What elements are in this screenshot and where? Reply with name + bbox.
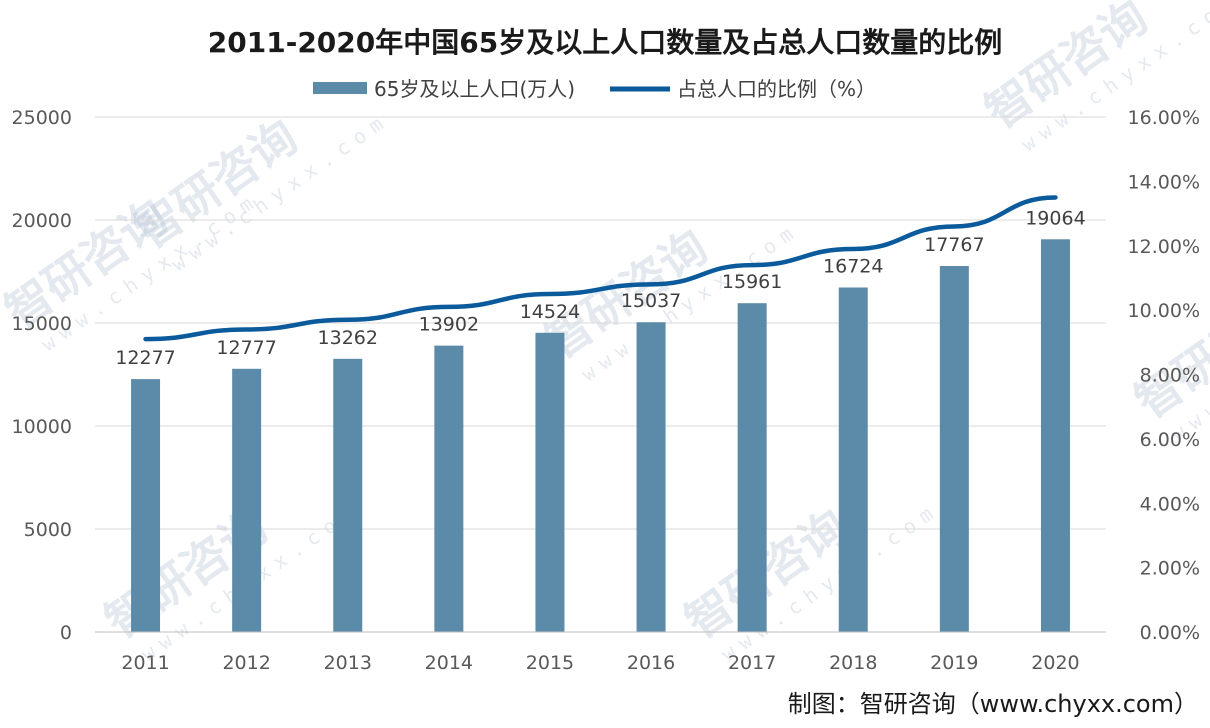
bar (333, 358, 363, 632)
legend-bar-label: 65岁及以上人口(万人) (374, 77, 575, 101)
y-left-tick-label: 10000 (12, 416, 72, 438)
y-right-tick-label: 16.00% (1128, 107, 1200, 129)
legend-bar-swatch (313, 82, 367, 94)
x-tick-label: 2017 (728, 652, 776, 674)
y-right-tick-label: 4.00% (1140, 493, 1200, 515)
y-right-tick-label: 6.00% (1140, 429, 1200, 451)
y-left-tick-label: 20000 (12, 210, 72, 232)
y-right-tick-label: 10.00% (1128, 300, 1200, 322)
bar (737, 303, 767, 632)
data-labels: 12277 12777 13262 13902 14524 15037 15961 16724… (115, 207, 1085, 369)
y-right-tick-label: 12.00% (1128, 236, 1200, 258)
x-tick-label: 2014 (425, 652, 473, 674)
bar (535, 332, 565, 632)
y-left-tick-label: 5000 (24, 519, 72, 541)
source-note: 制图：智研咨询（www.chyxx.com） (788, 690, 1198, 718)
x-tick-label: 2012 (222, 652, 270, 674)
bar-value-label: 16724 (823, 255, 883, 277)
x-tick-label: 2015 (526, 652, 574, 674)
bar-value-label: 14524 (520, 301, 580, 323)
bar (232, 368, 262, 632)
bar (636, 322, 666, 632)
y-left-tick-label: 0 (60, 622, 72, 644)
x-tick-label: 2011 (121, 652, 169, 674)
bar (939, 265, 969, 632)
y-right-tick-label: 14.00% (1128, 171, 1200, 193)
y-axis-right: 0.00% 2.00% 4.00% 6.00% 8.00% 10.00% 12.00% 14.… (1128, 107, 1200, 644)
chart-title: 2011-2020年中国65岁及以上人口数量及占总人口数量的比例 (208, 26, 1002, 59)
y-right-tick-label: 2.00% (1140, 558, 1200, 580)
x-tick-label: 2016 (627, 652, 675, 674)
bar-value-label: 13262 (318, 327, 378, 349)
watermark-layer: 智研咨询www.chyxx.com智研咨询www.chyxx.com智研咨询ww… (0, 0, 1210, 666)
legend: 65岁及以上人口(万人) 占总人口的比例（%） (313, 77, 876, 101)
bar (434, 345, 464, 632)
ratio-line-path (143, 195, 1058, 342)
y-right-tick-label: 8.00% (1140, 365, 1200, 387)
bar-value-label: 12277 (115, 347, 175, 369)
bar-value-label: 12777 (216, 337, 276, 359)
bar-value-label: 15037 (621, 290, 681, 312)
bar (1040, 239, 1070, 632)
x-axis: 2011 2012 2013 2014 2015 2016 2017 2018 2019 2020 (95, 631, 1106, 674)
bar-value-label: 13902 (419, 314, 479, 336)
bar (131, 379, 161, 632)
x-tick-label: 2013 (324, 652, 372, 674)
y-right-tick-label: 0.00% (1140, 622, 1200, 644)
y-left-tick-label: 25000 (12, 107, 72, 129)
x-tick-label: 2019 (930, 652, 978, 674)
ratio-line (143, 195, 1058, 342)
gridlines (95, 116, 1106, 633)
legend-line-label: 占总人口的比例（%） (677, 77, 876, 101)
bar-value-label: 15961 (722, 271, 782, 293)
y-left-tick-label: 15000 (12, 313, 72, 335)
bar-value-label: 17767 (924, 234, 984, 256)
y-axis-left: 0 5000 10000 15000 20000 25000 (12, 107, 72, 644)
bars (131, 239, 1070, 632)
x-tick-label: 2020 (1031, 652, 1079, 674)
x-tick-label: 2018 (829, 652, 877, 674)
bar-value-label: 19064 (1025, 207, 1085, 229)
bar (838, 287, 868, 632)
